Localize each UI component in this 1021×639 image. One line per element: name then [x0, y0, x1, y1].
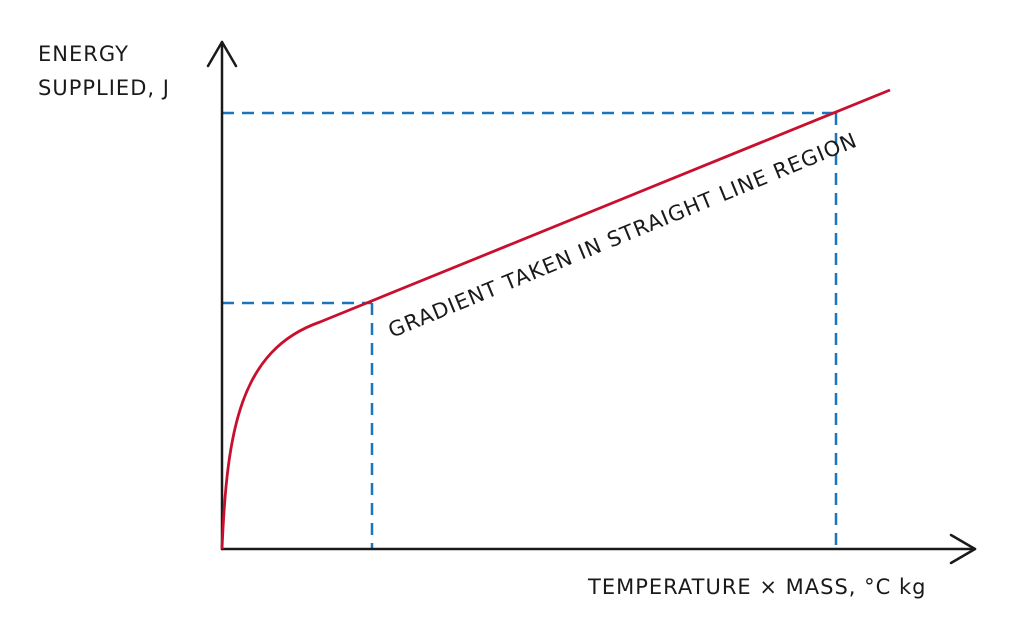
y-axis-label: ENERGY — [38, 42, 129, 66]
y-axis-arrow — [206, 40, 238, 68]
guide-lines — [222, 111, 838, 549]
y-axis-label: SUPPLIED, J — [38, 76, 170, 100]
x-axis-label: TEMPERATURE × MASS, °C kg — [587, 575, 926, 599]
axes — [206, 40, 977, 565]
x-axis-arrow — [949, 533, 977, 565]
gradient-annotation: GRADIENT TAKEN IN STRAIGHT LINE REGION — [385, 128, 861, 343]
energy-curve — [220, 88, 891, 550]
